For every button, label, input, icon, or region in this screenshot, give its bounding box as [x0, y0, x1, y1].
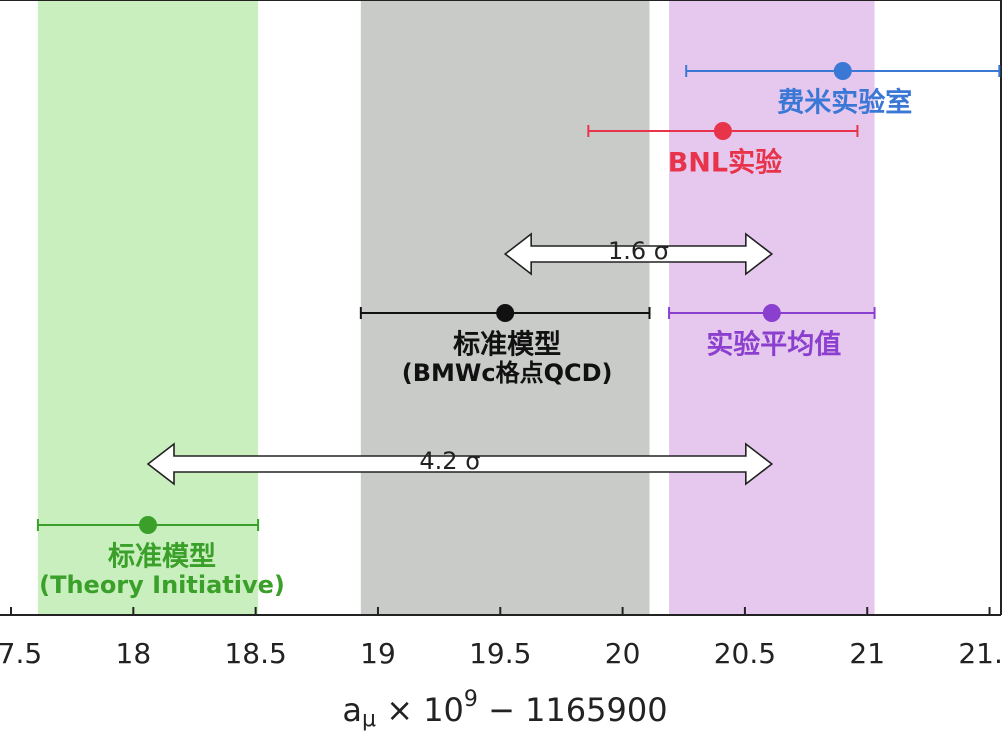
difference-arrow: [503, 232, 774, 276]
x-label-tail: − 1165900: [478, 691, 668, 729]
point: [713, 122, 732, 140]
band: [37, 0, 259, 615]
series-label: 标准模型: [453, 330, 561, 361]
annotation: 4.2 σ: [419, 447, 480, 475]
x-tick-label: 18.5: [224, 637, 286, 670]
x-label-base: a: [342, 691, 362, 729]
series-label: (BMWc格点QCD): [402, 359, 613, 387]
x-tick-label: 20: [605, 637, 641, 670]
x-tick-label: 21: [849, 637, 885, 670]
x-tick-label: 21.5: [958, 637, 1003, 670]
x-tick-label: 20.5: [714, 637, 776, 670]
annotation: 1.6 σ: [608, 237, 669, 265]
x-tick-label: 17.5: [0, 637, 42, 670]
point: [762, 304, 781, 322]
series-label: (Theory Initiative): [39, 571, 285, 599]
x-label-sub: μ: [362, 707, 376, 732]
point: [139, 516, 158, 534]
difference-arrow: [146, 442, 774, 486]
x-tick-label: 19.5: [469, 637, 531, 670]
x-axis-label: aμ × 109 − 1165900: [342, 687, 667, 732]
point: [496, 304, 515, 322]
x-label-sup: 9: [464, 687, 478, 712]
point: [833, 62, 852, 80]
series-label: BNL实验: [668, 147, 782, 179]
series-label: 费米实验室: [777, 87, 912, 119]
series-label: 实验平均值: [706, 329, 841, 361]
x-label-mid: × 10: [376, 691, 464, 729]
x-tick-label: 18: [116, 637, 152, 670]
x-tick-label: 19: [360, 637, 396, 670]
series-label: 标准模型: [108, 542, 216, 573]
